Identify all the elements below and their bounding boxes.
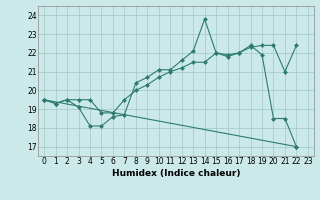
X-axis label: Humidex (Indice chaleur): Humidex (Indice chaleur) [112,169,240,178]
